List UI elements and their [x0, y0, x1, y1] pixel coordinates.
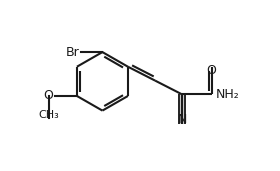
Text: O: O	[207, 64, 216, 77]
Text: CH₃: CH₃	[39, 110, 59, 120]
Text: NH₂: NH₂	[216, 88, 239, 101]
Text: N: N	[178, 113, 187, 126]
Text: Br: Br	[66, 46, 79, 59]
Text: O: O	[43, 89, 53, 102]
